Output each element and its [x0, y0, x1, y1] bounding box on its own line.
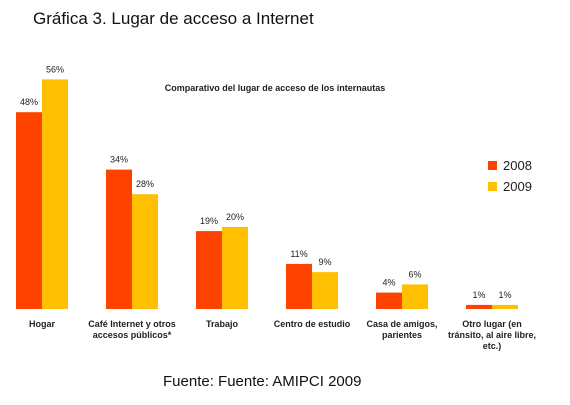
bar-2008-cafe-internet-y-otros-accesos-publicos: [106, 169, 132, 309]
bar-chart: Comparativo del lugar de acceso de los i…: [16, 64, 536, 351]
bar-2009-casa-de-amigos-parientes: [402, 284, 428, 309]
data-label-2009-hogar: 56%: [46, 64, 64, 74]
data-label-2008-otro-lugar-en-transito-al-aire-libre-etc: 1%: [472, 290, 485, 300]
page-heading: Gráfica 3. Lugar de acceso a Internet: [33, 9, 314, 28]
bar-2008-centro-de-estudio: [286, 263, 312, 309]
source-note: Fuente: Fuente: AMIPCI 2009: [163, 373, 362, 390]
data-label-2008-hogar: 48%: [20, 97, 38, 107]
data-label-2009-otro-lugar-en-transito-al-aire-libre-etc: 1%: [498, 290, 511, 300]
category-label-otro-lugar-en-transito-al-aire-libre-etc: Otro lugar (en tránsito, al aire libre, et…: [448, 319, 536, 351]
bar-2008-otro-lugar-en-transito-al-aire-libre-etc: [466, 304, 492, 309]
legend-label-2008: 2008: [503, 158, 532, 173]
legend-swatch-2009: [488, 182, 497, 191]
bar-2009-centro-de-estudio: [312, 272, 338, 309]
legend-label-2009: 2009: [503, 179, 532, 194]
category-label-casa-de-amigos-parientes: Casa de amigos, parientes: [366, 319, 437, 340]
data-label-2009-trabajo: 20%: [226, 212, 244, 222]
data-label-2008-trabajo: 19%: [200, 216, 218, 226]
data-label-2009-cafe-internet-y-otros-accesos-publicos: 28%: [136, 179, 154, 189]
bar-2008-hogar: [16, 112, 42, 309]
chart-plot-area: 48% 56% Hogar 34% 28% Café Internet y otros ac…: [16, 64, 536, 351]
bar-2009-trabajo: [222, 227, 248, 309]
bar-2008-trabajo: [196, 231, 222, 309]
category-label-trabajo: Trabajo: [206, 319, 239, 329]
chart-legend: 2008 2009: [488, 158, 532, 194]
data-label-2008-casa-de-amigos-parientes: 4%: [382, 278, 395, 288]
data-label-2008-cafe-internet-y-otros-accesos-publicos: 34%: [110, 155, 128, 165]
bar-2008-casa-de-amigos-parientes: [376, 292, 402, 309]
category-label-cafe-internet-y-otros-accesos-publicos: Café Internet y otros accesos públicos*: [88, 319, 176, 340]
chart-title: Comparativo del lugar de acceso de los i…: [165, 83, 386, 93]
category-label-centro-de-estudio: Centro de estudio: [274, 319, 351, 329]
data-label-2009-casa-de-amigos-parientes: 6%: [408, 269, 421, 279]
bar-2009-hogar: [42, 79, 68, 310]
data-label-2009-centro-de-estudio: 9%: [318, 257, 331, 267]
data-label-2008-centro-de-estudio: 11%: [290, 249, 307, 259]
bar-2009-otro-lugar-en-transito-al-aire-libre-etc: [492, 304, 518, 309]
legend-swatch-2008: [488, 161, 497, 170]
bar-2009-cafe-internet-y-otros-accesos-publicos: [132, 194, 158, 309]
category-label-hogar: Hogar: [29, 319, 56, 329]
